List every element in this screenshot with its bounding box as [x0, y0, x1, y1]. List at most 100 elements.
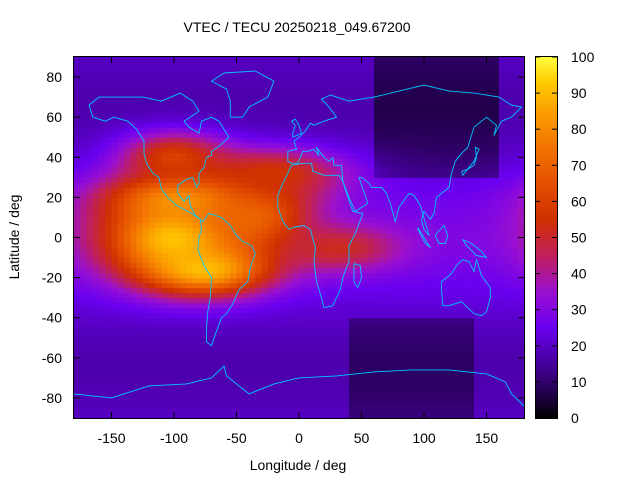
heat-cell: [317, 192, 325, 198]
heat-cell: [255, 77, 263, 83]
heat-cell: [286, 202, 294, 209]
heat-cell: [274, 242, 281, 249]
heat-cell: [455, 262, 463, 269]
heat-cell: [405, 297, 413, 304]
heat-cell: [236, 177, 244, 183]
heat-cell: [74, 62, 81, 68]
heat-cell: [317, 327, 325, 334]
heat-cell: [111, 162, 119, 168]
heat-cell: [299, 367, 306, 374]
heat-cell: [305, 342, 313, 349]
heat-cell: [449, 197, 456, 203]
heat-cell: [292, 157, 300, 163]
heat-cell: [392, 312, 400, 319]
heat-cell: [161, 177, 169, 183]
heat-cell: [92, 222, 100, 229]
heat-cell: [374, 262, 381, 269]
heat-cell: [205, 362, 213, 369]
heat-cell: [336, 387, 344, 394]
heat-cell: [92, 217, 100, 224]
heat-cell: [311, 297, 319, 304]
heat-cell: [442, 62, 450, 68]
heat-cell: [374, 347, 381, 354]
heat-cell: [324, 197, 331, 203]
heat-cell: [467, 232, 475, 239]
heat-cell: [411, 57, 419, 63]
heat-cell: [261, 262, 269, 269]
heat-cell: [392, 342, 400, 349]
heat-cell: [117, 372, 125, 379]
heat-cell: [386, 107, 394, 113]
heat-cell: [205, 217, 213, 224]
heat-cell: [230, 347, 238, 354]
heat-cell: [436, 292, 444, 299]
heat-cell: [261, 127, 269, 133]
heat-cell: [205, 297, 213, 304]
heat-cell: [80, 277, 88, 284]
heat-cell: [424, 397, 431, 404]
heat-cell: [80, 372, 88, 379]
heat-cell: [192, 302, 200, 309]
heat-cell: [174, 317, 181, 324]
heat-cell: [92, 317, 100, 324]
heat-cell: [474, 352, 481, 359]
heat-cell: [92, 332, 100, 339]
heat-cell: [374, 242, 381, 249]
heat-cell: [186, 127, 194, 133]
heat-cell: [367, 242, 375, 249]
heat-cell: [311, 197, 319, 203]
heat-cell: [130, 352, 138, 359]
heat-cell: [386, 102, 394, 108]
heat-cell: [99, 62, 106, 68]
heat-cell: [161, 402, 169, 409]
heat-cell: [449, 67, 456, 73]
heat-cell: [311, 152, 319, 158]
heat-cell: [386, 72, 394, 78]
heat-cell: [117, 77, 125, 83]
heat-cell: [374, 312, 381, 319]
heat-cell: [80, 127, 88, 133]
heat-cell: [274, 267, 281, 274]
heat-cell: [186, 412, 194, 419]
heat-cell: [205, 282, 213, 289]
heat-cell: [180, 297, 188, 304]
heat-cell: [249, 287, 256, 294]
heat-cell: [205, 112, 213, 118]
heat-cell: [155, 177, 163, 183]
heat-cell: [380, 357, 388, 364]
heat-cell: [417, 237, 425, 244]
heat-cell: [105, 112, 113, 118]
heat-cell: [80, 302, 88, 309]
heat-cell: [155, 202, 163, 209]
heat-cell: [499, 262, 506, 269]
heat-cell: [161, 392, 169, 399]
heat-cell: [80, 227, 88, 234]
heat-cell: [374, 92, 381, 98]
heat-cell: [167, 137, 175, 143]
heat-cell: [255, 157, 263, 163]
heat-cell: [105, 132, 113, 138]
heat-cell: [305, 87, 313, 93]
heat-cell: [286, 107, 294, 113]
heat-cell: [349, 287, 356, 294]
heat-cell: [455, 292, 463, 299]
heat-cell: [255, 202, 263, 209]
heat-cell: [436, 107, 444, 113]
heat-cell: [274, 232, 281, 239]
heat-cell: [111, 367, 119, 374]
heat-cell: [261, 192, 269, 198]
heat-cell: [399, 212, 406, 219]
heat-cell: [111, 372, 119, 379]
heat-cell: [105, 207, 113, 214]
heat-cell: [317, 162, 325, 168]
heat-cell: [217, 147, 225, 153]
heat-cell: [330, 302, 338, 309]
heat-cell: [461, 387, 469, 394]
heat-cell: [449, 322, 456, 329]
heat-cell: [499, 207, 506, 214]
heat-cell: [224, 362, 231, 369]
heat-cell: [417, 322, 425, 329]
heat-cell: [299, 317, 306, 324]
heat-cell: [442, 202, 450, 209]
heat-cell: [249, 82, 256, 88]
